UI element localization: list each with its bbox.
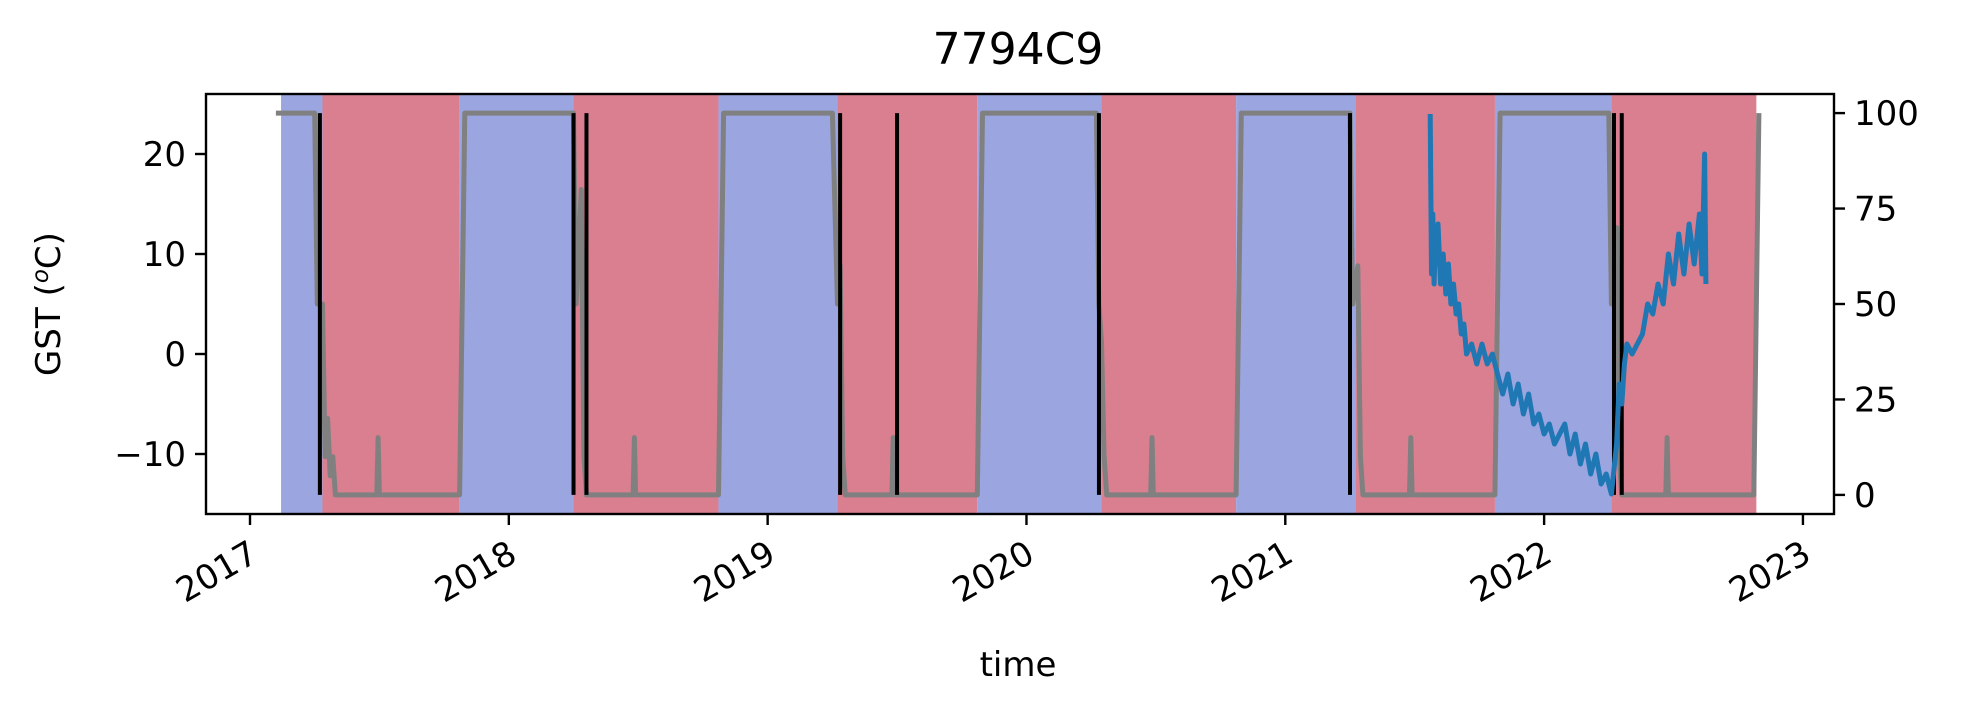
y-axis-label-main: GST ( xyxy=(29,283,69,376)
y-left-tick-label: −10 xyxy=(114,435,186,475)
x-tick-label: 2017 xyxy=(170,533,265,611)
fraction-line xyxy=(275,110,1762,498)
gst-line xyxy=(1427,113,1709,497)
season-band-frozen xyxy=(977,94,1102,514)
x-tick-label: 2019 xyxy=(687,533,782,611)
x-tick-label: 2023 xyxy=(1723,533,1818,611)
x-tick-label: 2021 xyxy=(1205,533,1300,611)
season-band-frozen xyxy=(459,94,574,514)
x-axis: 2017 2018 2019 2020 2021 2022 2023 xyxy=(170,514,1818,611)
season-band-frozen xyxy=(718,94,838,514)
plot-area xyxy=(275,94,1762,514)
y-axis-right: 100 75 50 25 0 xyxy=(1834,94,1919,516)
x-tick-label: 2020 xyxy=(946,533,1041,611)
y-axis-left: 20 10 0 −10 xyxy=(114,135,206,475)
y-left-tick-label: 10 xyxy=(143,235,186,275)
y-right-tick-label: 100 xyxy=(1854,94,1919,134)
y-right-tick-label: 50 xyxy=(1854,285,1897,325)
season-band-thawed xyxy=(1101,94,1237,514)
y-axis-label-sup: o xyxy=(28,269,54,283)
season-band-thawed xyxy=(837,94,978,514)
y-right-tick-label: 75 xyxy=(1854,190,1897,230)
y-right-tick-label: 25 xyxy=(1854,380,1897,420)
chart-title: 7794C9 xyxy=(933,24,1104,75)
y-left-tick-label: 0 xyxy=(164,335,186,375)
y-axis-label: GST (oC) xyxy=(28,232,69,376)
gst-series xyxy=(1427,113,1709,497)
transition-lines xyxy=(317,113,1624,495)
x-tick-label: 2018 xyxy=(428,533,523,611)
season-band-thawed xyxy=(1355,94,1495,514)
y-axis-label-unit: C) xyxy=(29,232,69,269)
fraction-series xyxy=(275,110,1762,498)
y-left-tick-label: 20 xyxy=(143,135,186,175)
season-band-thawed xyxy=(1611,94,1757,514)
season-band-frozen xyxy=(1494,94,1612,514)
x-tick-label: 2022 xyxy=(1464,533,1559,611)
x-axis-label: time xyxy=(980,645,1057,685)
season-bands xyxy=(281,94,1757,514)
season-band-frozen xyxy=(1236,94,1356,514)
y-right-tick-label: 0 xyxy=(1854,476,1876,516)
season-band-thawed xyxy=(573,94,719,514)
season-band-thawed xyxy=(322,94,460,514)
